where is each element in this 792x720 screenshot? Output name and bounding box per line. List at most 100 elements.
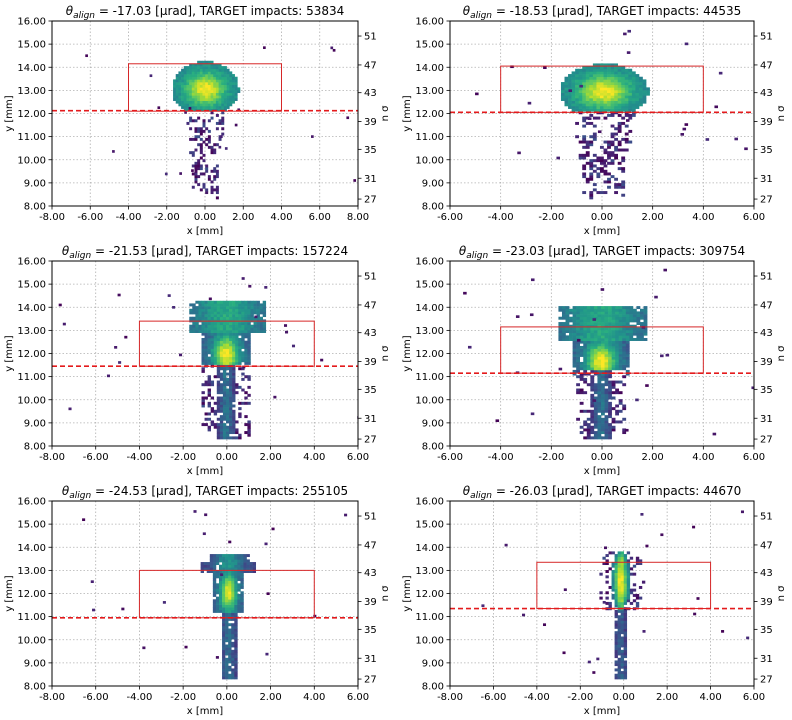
- y2-tick-label: 31: [364, 654, 377, 665]
- heatmap-bin: [218, 66, 222, 70]
- heatmap-bin: [583, 364, 588, 368]
- heatmap-bin: [210, 303, 215, 307]
- heatmap-bin: [259, 303, 263, 307]
- heatmap-bin: [572, 369, 577, 373]
- beam-heatmap: [85, 46, 357, 200]
- heatmap-bin: [195, 316, 199, 320]
- heatmap-bin: [179, 172, 182, 175]
- heatmap-bin: [504, 543, 508, 547]
- heatmap-bin: [583, 348, 588, 352]
- heatmap-bin: [579, 322, 584, 326]
- heatmap-bin: [68, 407, 72, 411]
- heatmap-bin: [234, 98, 238, 101]
- heatmap-bin: [225, 399, 230, 403]
- heatmap-bin: [207, 308, 211, 312]
- heatmap-bin: [560, 92, 565, 96]
- heatmap-bin: [198, 311, 202, 315]
- heatmap-bin: [614, 556, 618, 560]
- heatmap-bin: [614, 63, 619, 67]
- heatmap-bin: [617, 100, 622, 104]
- heatmap-bin: [229, 330, 233, 333]
- heatmap-bin: [219, 335, 224, 339]
- heatmap-bin: [210, 116, 214, 120]
- heatmap-bin: [223, 76, 227, 80]
- heatmap-bin: [213, 87, 217, 91]
- heatmap-bin: [218, 71, 222, 75]
- heatmap-bin: [530, 412, 535, 416]
- heatmap-bin: [225, 554, 229, 558]
- heatmap-bin: [221, 100, 225, 104]
- heatmap-bin: [172, 306, 176, 309]
- heatmap-bin: [264, 286, 268, 289]
- heatmap-bin: [228, 556, 232, 560]
- heatmap-bin: [207, 119, 211, 123]
- heatmap-bin: [635, 79, 640, 83]
- heatmap-bin: [232, 393, 236, 397]
- heatmap-bin: [222, 335, 227, 339]
- heatmap-bin: [600, 420, 605, 424]
- heatmap-bin: [614, 572, 618, 576]
- heatmap-bin: [213, 151, 217, 155]
- heatmap-bin: [618, 409, 623, 413]
- heatmap-bin: [210, 306, 215, 310]
- heatmap-bin: [200, 562, 204, 566]
- heatmap-bin: [665, 353, 670, 357]
- x-tick-label: 6.00: [743, 212, 765, 223]
- heatmap-bin: [229, 303, 233, 307]
- heatmap-bin: [572, 322, 577, 326]
- heatmap-bin: [238, 436, 242, 440]
- heatmap-bin: [599, 167, 604, 171]
- heatmap-bin: [215, 79, 219, 83]
- heatmap-bin: [204, 423, 208, 427]
- heatmap-bin: [617, 644, 621, 648]
- heatmap-bin: [228, 601, 232, 605]
- heatmap-bin: [586, 340, 591, 344]
- heatmap-bin: [614, 591, 618, 595]
- heatmap-bin: [586, 361, 591, 365]
- heatmap-bin: [579, 324, 584, 328]
- heatmap-bin: [222, 399, 227, 403]
- heatmap-bin: [565, 322, 570, 326]
- heatmap-bin: [608, 551, 612, 555]
- heatmap-bin: [228, 636, 232, 640]
- heatmap-bin: [564, 103, 569, 107]
- y-tick-label: 12.00: [415, 349, 444, 360]
- heatmap-bin: [202, 103, 206, 107]
- heatmap-bin: [194, 177, 198, 181]
- heatmap-bin: [628, 98, 633, 101]
- heatmap-bin: [213, 79, 217, 83]
- heatmap-bin: [625, 351, 630, 355]
- heatmap-bin: [235, 353, 239, 357]
- heatmap-bin: [625, 308, 630, 312]
- heatmap-bin: [197, 82, 201, 86]
- heatmap-bin: [229, 90, 233, 93]
- heatmap-bin: [225, 625, 229, 629]
- heatmap-bin: [583, 340, 588, 344]
- heatmap-bin: [565, 311, 570, 315]
- heatmap-bin: [201, 383, 205, 387]
- heatmap-bin: [599, 572, 603, 576]
- heatmap-bin: [221, 90, 225, 93]
- heatmap-bin: [225, 412, 230, 416]
- heatmap-bin: [578, 90, 583, 93]
- heatmap-bin: [608, 361, 612, 365]
- heatmap-bin: [234, 599, 238, 603]
- heatmap-bin: [228, 559, 232, 563]
- heatmap-bin: [608, 311, 612, 315]
- heatmap-bin: [228, 554, 232, 558]
- heatmap-bin: [617, 556, 621, 560]
- heatmap-bin: [205, 68, 209, 72]
- heatmap-bin: [194, 161, 198, 165]
- heatmap-bin: [237, 554, 241, 558]
- heatmap-bin: [210, 330, 215, 333]
- heatmap-bin: [631, 95, 636, 99]
- heatmap-bin: [222, 353, 227, 357]
- heatmap-bin: [575, 121, 579, 125]
- heatmap-bin: [575, 105, 579, 109]
- heatmap-bin: [626, 578, 631, 581]
- heatmap-bin: [241, 332, 245, 336]
- heatmap-bin: [576, 319, 581, 323]
- heatmap-bin: [204, 311, 208, 315]
- heatmap-bin: [178, 103, 182, 107]
- heatmap-bin: [215, 599, 220, 603]
